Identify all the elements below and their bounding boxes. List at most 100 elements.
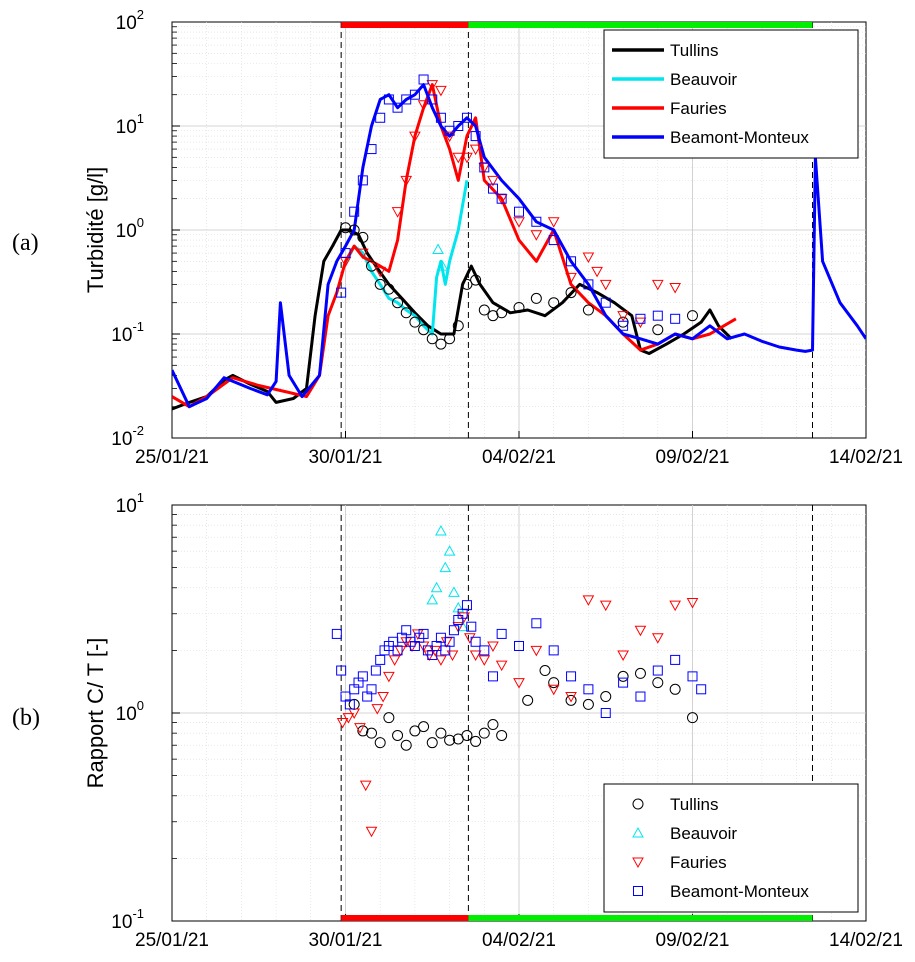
panel-a-line-beamont-monteux [172,83,866,409]
panel-b-label: (b) [12,705,40,731]
panel-b-marker-beamont-monteux [466,621,477,632]
panel-a-marker-beamont-monteux [652,310,663,321]
panel-a-marker-tullins [400,307,412,319]
panel-a-marker-tullins [496,307,508,319]
panel-a-marker-beamont-monteux [600,297,611,308]
panel-b-legend-label-beauvoir: Beauvoir [670,824,737,843]
panel-b-marker-tullins [582,698,594,710]
panel-a-marker-fauries [513,217,525,228]
panel-a-marker-fauries [452,152,465,164]
panel-b-y-tick-label: 10-1 [111,906,144,933]
panel-b-ratio-chart: (b) Rapport C/ T [-] 25/01/21 30/01/21 04/… [12,490,903,951]
panel-b-marker-beamont-monteux [366,684,377,695]
panel-b-marker-fauries [435,655,447,666]
panel-b-legend-label-beamont-monteux: Beamont-Monteux [670,882,809,901]
panel-a-x-tick-label: 30/01/21 [309,447,383,468]
panel-a-marker-beamont-monteux [392,102,403,113]
panel-a-marker-beamont-monteux [548,235,559,246]
panel-b-marker-tullins [522,694,534,706]
panel-a-y-tick-label: 10-2 [111,423,144,450]
panel-b-marker-fauries [354,723,366,734]
panel-b-marker-tullins [496,729,508,741]
panel-a-period-band [341,22,469,28]
panel-b-marker-fauries [487,641,499,653]
panel-a-marker-tullins [340,222,351,234]
panel-b-marker-beauvoir [448,586,460,597]
panel-a-marker-tullins [392,297,404,309]
panel-a-marker-tullins [461,278,473,290]
panel-b-marker-tullins [617,670,629,682]
panel-a-marker-beamont-monteux [383,94,394,105]
panel-a-marker-beamont-monteux [635,313,646,324]
panel-b-marker-fauries [371,704,384,715]
panel-a-line-beauvoir [342,180,469,336]
panel-b-y-axis-label: Rapport C/ T [-] [83,638,108,789]
panel-a-marker-fauries [547,217,560,228]
panel-b-marker-fauries [686,597,699,609]
panel-a-marker-fauries [582,252,595,264]
panel-b-marker-fauries [336,718,349,729]
panel-b-marker-tullins [669,683,681,695]
panel-b-marker-tullins [418,721,430,733]
panel-a-x-tick-label: 14/02/21 [829,447,903,468]
panel-b-x-tick-label: 30/01/21 [309,930,383,951]
panel-a-x-tick-label: 04/02/21 [482,447,556,468]
panel-b-x-tick-label: 14/02/21 [829,930,903,951]
panel-a-marker-fauries [565,272,577,284]
panel-a-marker-tullins [435,338,447,350]
panel-a-y-tick-label: 10-1 [111,319,144,346]
panel-a-y-tick-exponent: -1 [132,319,144,334]
panel-a-marker-beamont-monteux [349,206,360,217]
panel-a-y-tick-label: 102 [116,7,144,34]
panel-b-marker-fauries [359,780,372,792]
panel-b-marker-fauries [388,655,401,666]
panel-b-marker-fauries [565,692,577,703]
panel-a-marker-fauries [426,80,439,91]
panel-a-marker-tullins [374,278,386,290]
panel-b-marker-fauries [634,625,647,637]
panel-b-marker-fauries [495,660,508,672]
panel-b-marker-beamont-monteux [418,628,429,639]
panel-b-marker-fauries [669,600,681,612]
panel-b-marker-beamont-monteux [336,665,347,676]
panel-b-marker-tullins [478,727,490,739]
panel-b-marker-tullins [487,719,499,731]
panel-a-marker-fauries [417,100,430,111]
panel-b-marker-beamont-monteux [344,699,355,710]
panel-b-marker-beamont-monteux [461,600,472,611]
panel-a-marker-fauries [591,266,603,278]
panel-a-marker-tullins [444,333,456,345]
panel-b-marker-fauries [411,629,424,640]
panel-b-marker-beauvoir [430,581,443,593]
panel-a-period-band [468,22,813,28]
panel-a-marker-fauries [651,279,664,291]
panel-b-marker-tullins [548,677,560,689]
panel-a-marker-tullins [652,324,664,336]
panel-a-marker-fauries [409,131,421,143]
panel-b-marker-beamont-monteux [566,671,577,682]
panel-a-marker-fauries [443,131,456,143]
panel-a-marker-tullins [478,304,490,316]
panel-b-marker-fauries [513,678,525,689]
panel-a-marker-beamont-monteux [566,256,577,267]
panel-a-marker-tullins [548,297,560,309]
panel-a-marker-beamont-monteux [366,144,377,155]
panel-b-period-band [341,915,469,921]
panel-a-y-tick-exponent: 1 [137,111,144,126]
panel-b-marker-beamont-monteux [618,677,629,688]
panel-b-legend-swatch-tullins [632,798,644,810]
panel-b-marker-beamont-monteux [670,654,681,665]
panel-b-marker-beamont-monteux [444,636,455,647]
panel-b-marker-fauries [617,650,629,662]
panel-b-marker-beamont-monteux [583,684,594,695]
panel-a-marker-fauries [669,282,681,294]
panel-a-marker-beamont-monteux [470,131,481,142]
panel-a-marker-tullins [357,231,369,243]
panel-a-marker-fauries [599,279,612,291]
panel-b-marker-beamont-monteux [531,618,542,629]
panel-a-marker-beamont-monteux [496,193,507,204]
panel-b-marker-fauries [582,595,595,606]
panel-b-marker-beamont-monteux [487,671,498,682]
panel-b-legend-box [603,783,859,913]
